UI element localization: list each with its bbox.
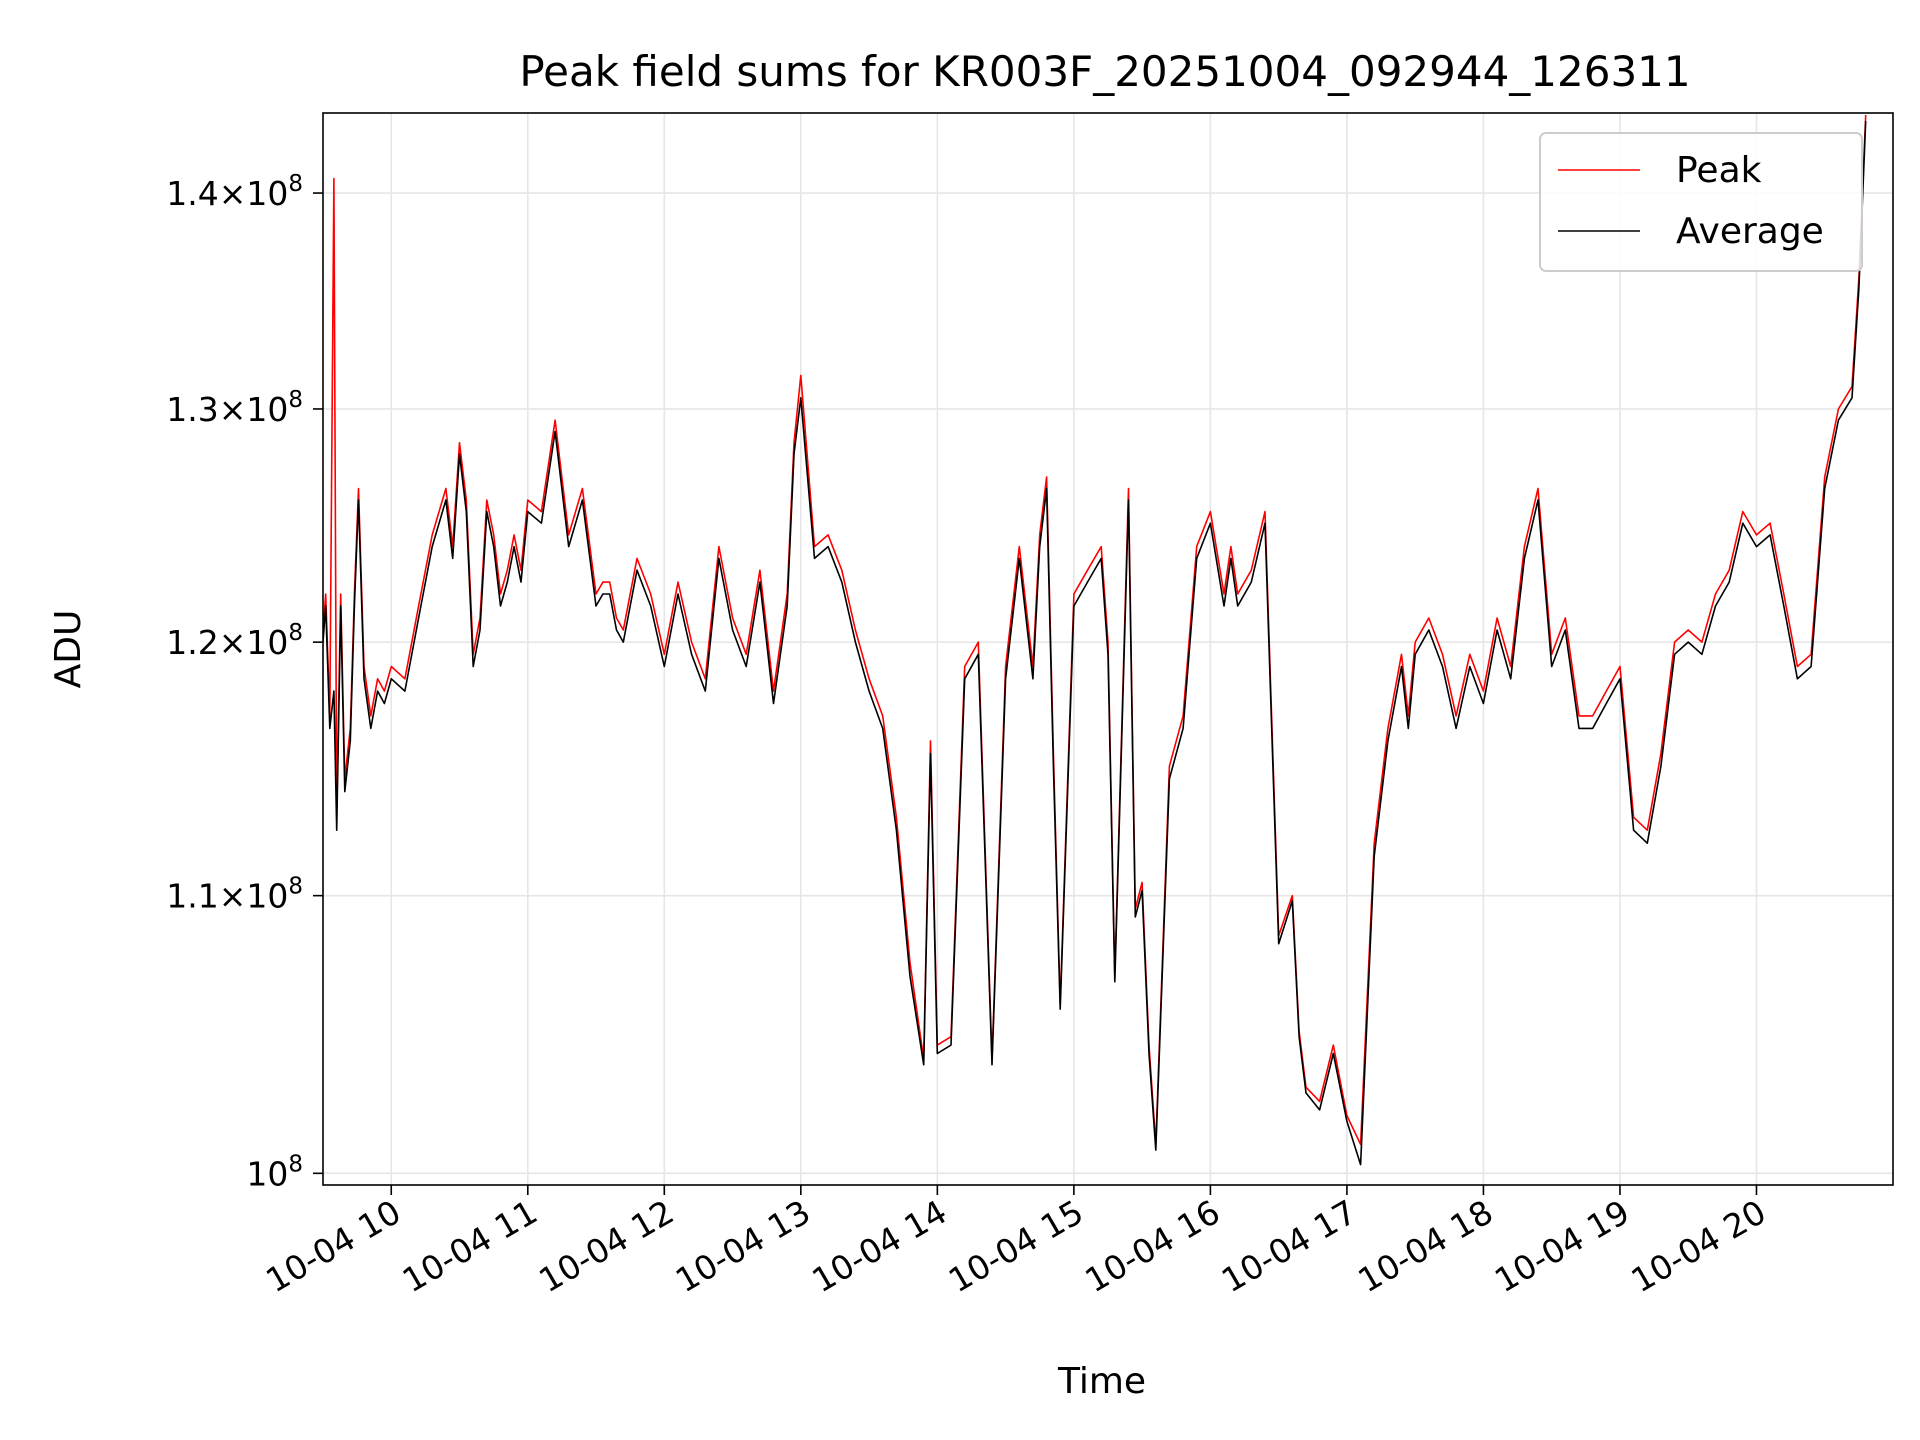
y-tick-label-4: 1.4×108 xyxy=(166,171,303,213)
legend-peak-label: Peak xyxy=(1676,150,1762,191)
legend: Peak Average xyxy=(1539,132,1863,272)
y-tick-label-1: 1.1×108 xyxy=(166,874,303,916)
plot-frame xyxy=(322,112,1894,1186)
x-axis-label: Time xyxy=(1057,1361,1146,1402)
y-axis-label: ADU xyxy=(48,610,89,689)
chart-title: Peak field sums for KR003F_20251004_0929… xyxy=(519,47,1690,96)
y-tick-label-3: 1.3×108 xyxy=(166,387,303,429)
series-layer xyxy=(323,114,1867,1166)
legend-average-label: Average xyxy=(1676,211,1824,252)
y-tick-label-2: 1.2×108 xyxy=(166,620,303,662)
series-line-average xyxy=(323,121,1867,1166)
legend-box xyxy=(1539,132,1863,272)
